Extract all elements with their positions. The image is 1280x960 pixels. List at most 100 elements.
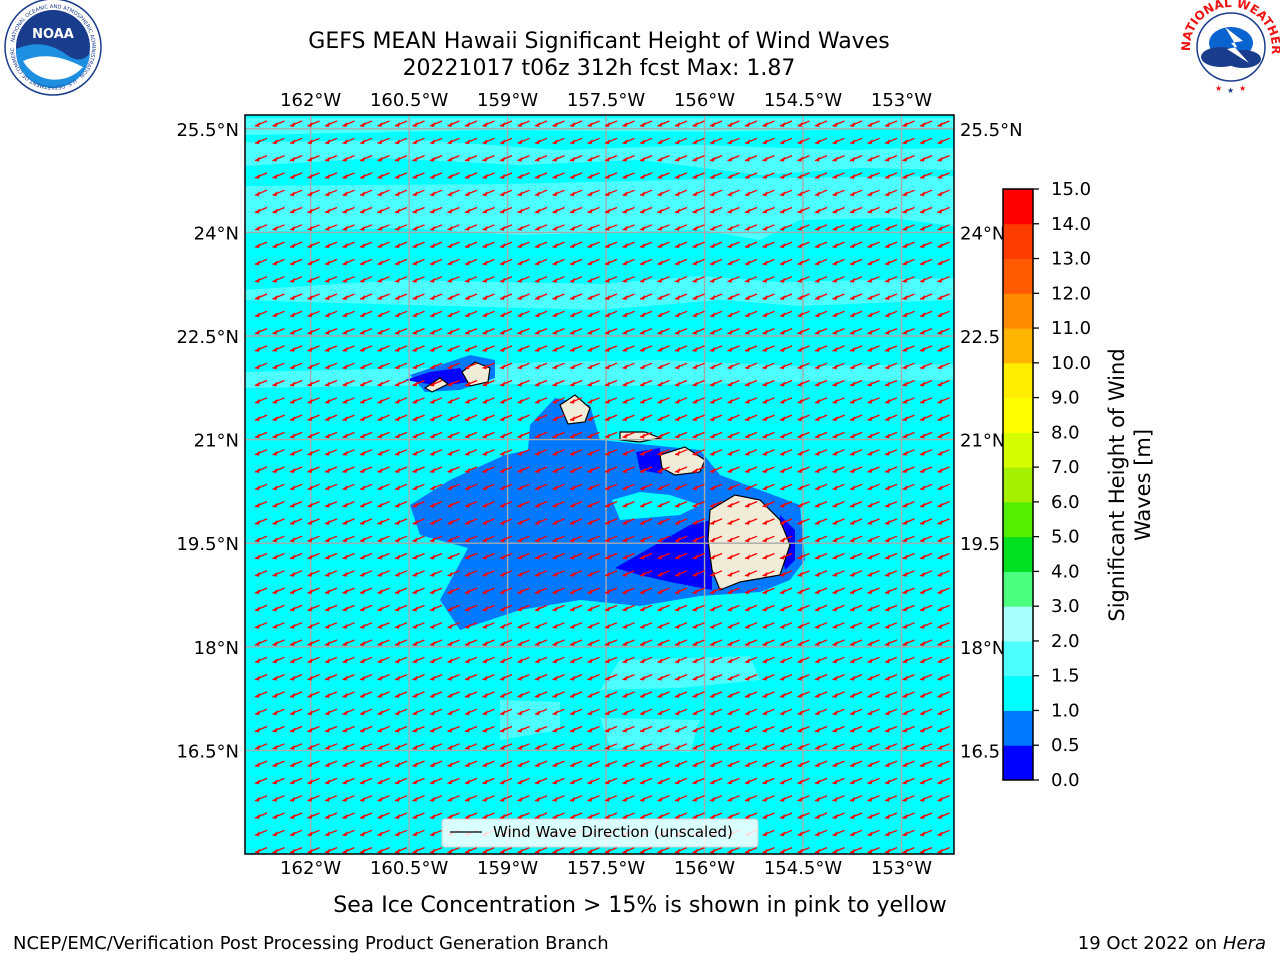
wave-arrow-1608 xyxy=(394,812,408,819)
wave-arrow-1258 xyxy=(569,656,583,664)
wave-arrow-1712 xyxy=(814,846,828,854)
wave-arrow-1715 xyxy=(867,846,880,854)
wave-arrow-1530 xyxy=(429,777,443,785)
wave-arrow-1221 xyxy=(622,639,635,646)
wave-arrow-1012 xyxy=(464,552,478,560)
wave-arrow-105 xyxy=(692,155,705,162)
wave-arrow-1644 xyxy=(324,829,338,837)
wave-arrow-941 xyxy=(622,518,635,525)
wave-arrow-1202 xyxy=(289,639,303,646)
wave-arrow-1352 xyxy=(814,691,828,698)
wave-arrow-1171 xyxy=(447,622,460,629)
wave-arrow-1510 xyxy=(779,760,793,768)
wave-arrow-1041 xyxy=(272,570,285,577)
wave-arrow-787 xyxy=(727,449,740,456)
wave-arrow-593 xyxy=(832,362,845,370)
wave-arrow-1006 xyxy=(359,552,373,560)
wave-arrow-1097 xyxy=(552,587,565,595)
wave-arrow-1337 xyxy=(552,691,565,698)
wave-arrow-1344 xyxy=(674,691,688,698)
wave-arrow-959 xyxy=(937,518,950,525)
wave-arrow-461 xyxy=(622,310,635,318)
wave-arrow-1548 xyxy=(744,777,758,785)
wave-arrow-1616 xyxy=(534,812,548,819)
wave-arrow-1347 xyxy=(727,691,740,698)
wave-arrow-1627 xyxy=(727,812,740,819)
wave-arrow-1241 xyxy=(272,656,285,664)
wave-arrow-169 xyxy=(412,189,425,197)
wave-arrow-1458 xyxy=(569,743,583,750)
wave-arrow-455 xyxy=(517,310,530,318)
wave-arrow-223 xyxy=(657,206,670,214)
wave-arrow-1281 xyxy=(272,673,285,681)
wave-arrow-726 xyxy=(359,431,373,439)
wave-arrow-1523 xyxy=(307,777,320,785)
wave-arrow-1709 xyxy=(762,846,775,854)
wave-arrow-153 xyxy=(832,172,845,179)
wave-arrow-973 xyxy=(482,535,495,543)
wave-arrow-429 xyxy=(762,293,775,300)
wave-arrow-1131 xyxy=(447,604,460,612)
wave-arrow-1479 xyxy=(937,743,950,750)
wave-arrow-5 xyxy=(342,120,355,127)
wave-arrow-1471 xyxy=(797,743,810,750)
wave-arrow-501 xyxy=(622,328,635,335)
wave-arrow-246 xyxy=(359,224,373,231)
wave-arrow-1368 xyxy=(394,708,408,716)
wave-arrow-1113 xyxy=(832,587,845,595)
wave-arrow-1247 xyxy=(377,656,390,664)
wave-arrow-1168 xyxy=(394,622,408,629)
wave-arrow-332 xyxy=(464,258,478,266)
wave-arrow-598 xyxy=(919,362,933,370)
wave-arrow-473 xyxy=(832,310,845,318)
wave-arrow-1141 xyxy=(622,604,635,612)
wave-arrow-962 xyxy=(289,535,303,543)
wave-arrow-1455 xyxy=(517,743,530,750)
wave-arrow-828 xyxy=(744,466,758,473)
wave-arrow-672 xyxy=(814,397,828,404)
wave-arrow-1681 xyxy=(272,846,285,854)
wave-arrow-1078 xyxy=(919,570,933,577)
wave-arrow-1282 xyxy=(289,673,303,681)
wave-arrow-1026 xyxy=(709,552,723,560)
wave-arrow-869 xyxy=(762,483,775,491)
wave-arrow-485 xyxy=(342,328,355,335)
wave-arrow-264 xyxy=(674,224,688,231)
colorbar-tick-label-11: 9.0 xyxy=(1051,388,1080,409)
wave-arrow-293 xyxy=(482,241,495,249)
wave-arrow-118 xyxy=(919,155,933,162)
wave-arrow-406 xyxy=(359,293,373,300)
wave-arrow-159 xyxy=(937,172,950,179)
wave-arrow-1589 xyxy=(762,795,775,802)
wave-arrow-1515 xyxy=(867,760,880,768)
wave-arrow-1422 xyxy=(639,725,653,733)
wave-arrow-102 xyxy=(639,155,653,162)
wave-arrow-1134 xyxy=(499,604,513,612)
wave-arrow-160 xyxy=(254,189,268,197)
wave-arrow-919 xyxy=(937,501,950,508)
wave-arrow-1342 xyxy=(639,691,653,698)
wave-arrow-1002 xyxy=(289,552,303,560)
wave-arrow-131 xyxy=(447,172,460,179)
wave-arrow-1680 xyxy=(254,846,268,854)
wave-arrow-430 xyxy=(779,293,793,300)
wave-arrow-1173 xyxy=(482,622,495,629)
wave-arrow-1518 xyxy=(919,760,933,768)
wave-arrow-571 xyxy=(447,362,460,370)
wave-arrow-132 xyxy=(464,172,478,179)
wave-arrow-1312 xyxy=(814,673,828,681)
wave-arrow-1297 xyxy=(552,673,565,681)
wave-arrow-604 xyxy=(324,379,338,387)
wave-arrow-1367 xyxy=(377,708,390,716)
wave-arrow-1127 xyxy=(377,604,390,612)
wave-arrow-313 xyxy=(832,241,845,249)
wave-arrow-950 xyxy=(779,518,793,525)
wave-arrow-423 xyxy=(657,293,670,300)
wave-arrow-1578 xyxy=(569,795,583,802)
wave-arrow-769 xyxy=(412,449,425,456)
wave-arrow-1382 xyxy=(639,708,653,716)
wave-arrow-187 xyxy=(727,189,740,197)
wave-arrow-681 xyxy=(272,414,285,422)
wave-arrow-1363 xyxy=(307,708,320,716)
wave-arrow-614 xyxy=(499,379,513,387)
